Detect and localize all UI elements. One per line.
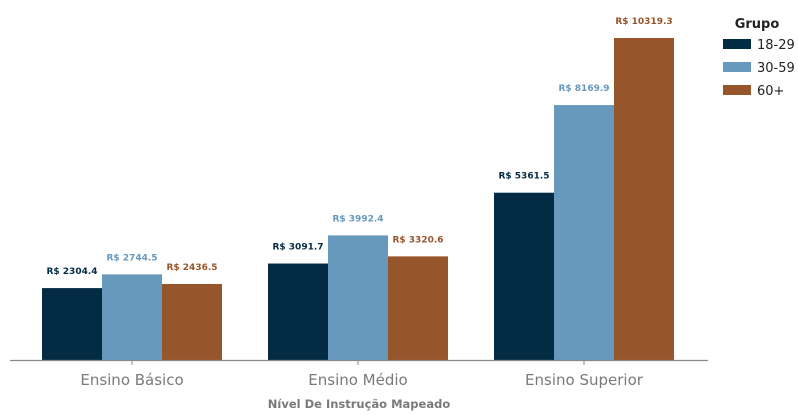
data-label-18-29-1: R$ 2304.4: [46, 267, 97, 277]
data-label-30-59-3: R$ 8169.9: [558, 84, 609, 94]
bar-30-59-1: [102, 274, 162, 360]
x-tick-label: Ensino Superior: [525, 371, 644, 389]
data-label-30-59-2: R$ 3992.4: [332, 214, 383, 224]
legend-items: 18-29 30-59 60+: [723, 38, 795, 99]
legend-label-18-29: 18-29: [757, 38, 795, 53]
bar-60+-2: [388, 256, 448, 360]
data-label-18-29-2: R$ 3091.7: [272, 243, 323, 253]
data-label-18-29-3: R$ 5361.5: [498, 172, 549, 182]
data-label-60+-2: R$ 3320.6: [392, 235, 443, 245]
x-tick-label: Ensino Médio: [308, 371, 407, 389]
legend-label-60+: 60+: [757, 84, 784, 99]
x-tick-label: Ensino Básico: [80, 371, 183, 389]
bar-60+-1: [162, 283, 222, 360]
legend-swatch-60+: [723, 85, 751, 95]
bar-60+-3: [614, 38, 674, 360]
bar-18-29-3: [494, 192, 554, 360]
bar-30-59-3: [554, 105, 614, 361]
legend-title: Grupo: [735, 17, 780, 32]
bar-18-29-1: [42, 288, 102, 360]
legend-swatch-30-59: [723, 62, 751, 72]
legend-label-30-59: 30-59: [757, 61, 795, 76]
data-label-60+-1: R$ 2436.5: [166, 263, 217, 273]
data-labels-layer: R$ 2304.4 R$ 2744.5 R$ 2436.5 R$ 3091.7 R$ 3…: [46, 17, 672, 277]
x-tick-labels: Ensino Básico Ensino Médio Ensino Superior: [80, 360, 644, 389]
legend-swatch-18-29: [723, 39, 751, 49]
data-label-60+-3: R$ 10319.3: [615, 17, 672, 27]
bar-30-59-2: [328, 235, 388, 360]
data-label-30-59-1: R$ 2744.5: [106, 253, 157, 263]
legend: Grupo 18-29 30-59 60+: [723, 17, 795, 99]
x-axis-title: Nível De Instrução Mapeado: [268, 397, 451, 411]
bar-18-29-2: [268, 263, 328, 360]
bars-layer: [42, 38, 674, 361]
